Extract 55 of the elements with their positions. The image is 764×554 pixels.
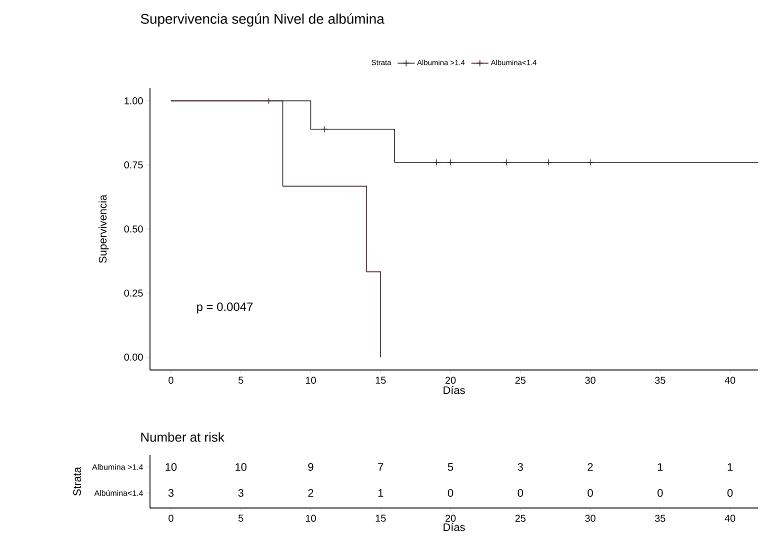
point: [433, 158, 440, 166]
data-label: 0: [448, 489, 454, 497]
point: [447, 158, 454, 166]
data-label: 0: [658, 489, 663, 497]
data-label: 10: [166, 463, 177, 471]
data-label: 1: [658, 463, 663, 471]
x-tick-label: 30: [585, 376, 596, 384]
x-tick-label: 5: [238, 376, 244, 384]
y-tick-label: 0.75: [124, 161, 143, 168]
x-tick-label: 25: [515, 514, 526, 522]
point: [265, 97, 272, 104]
y-tick-label: 1.00: [124, 97, 143, 104]
x-tick-label: 25: [515, 376, 526, 384]
x-tick-label: 0: [168, 376, 174, 384]
x-tick-label: 20: [445, 514, 456, 522]
data-label: 0: [588, 489, 593, 497]
data-label: 1: [378, 489, 384, 497]
y-axis-title: Strata: [73, 466, 81, 496]
point: [586, 158, 594, 166]
x-tick-label: 5: [238, 514, 244, 522]
x-tick-label: 30: [585, 514, 596, 522]
x-axis-title: Días: [444, 522, 465, 532]
x-tick-label: 40: [724, 514, 736, 522]
data-label: 2: [308, 489, 314, 497]
point: [545, 158, 552, 166]
x-tick-label: 20: [445, 376, 456, 384]
data-label: 5: [448, 463, 454, 471]
point: [503, 158, 510, 166]
x-tick-label: 35: [654, 514, 666, 522]
data-label: 3: [518, 463, 523, 471]
point: [321, 126, 328, 133]
data-label: 3: [238, 489, 244, 497]
data-label: 7: [378, 463, 384, 471]
chart-title: Number at risk: [141, 432, 224, 442]
chart-title: Supervivencia según Nivel de albúmina: [140, 13, 384, 27]
x-tick-label: 35: [655, 376, 666, 384]
x-tick-label: 10: [306, 514, 316, 522]
x-tick-label: 15: [376, 514, 386, 522]
data-label: 0: [727, 489, 733, 497]
data-label: 2: [588, 463, 593, 471]
data-label: 1: [728, 463, 733, 471]
x-tick-label: 10: [306, 376, 316, 384]
x-axis-title: Días: [444, 386, 465, 394]
x-tick-label: 40: [724, 376, 736, 384]
y-axis-title: Supervivencia: [98, 194, 109, 263]
data-label: 9: [308, 463, 314, 471]
data-label: 0: [518, 489, 523, 497]
y-tick-label: 0.50: [124, 225, 143, 233]
data-label: 3: [168, 489, 174, 497]
data-label: 10: [236, 463, 247, 471]
y-tick-label: 0.25: [124, 290, 143, 297]
x-tick-label: 0: [168, 514, 174, 522]
x-tick-label: 15: [376, 376, 386, 384]
y-tick-label: 0.00: [124, 354, 143, 361]
annotation: p = 0.0047: [197, 302, 253, 314]
